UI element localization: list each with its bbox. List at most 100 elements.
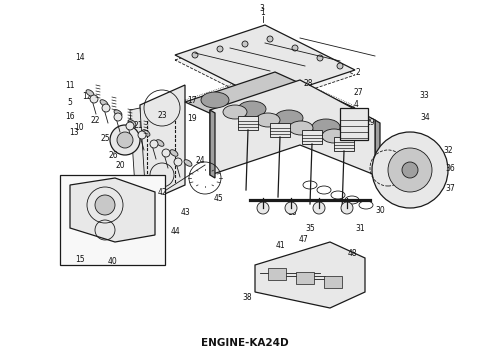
Circle shape [257,202,269,214]
Text: 41: 41 [275,240,285,249]
Bar [296,272,314,284]
Ellipse shape [238,101,266,117]
Text: 5: 5 [68,98,73,107]
Bar [60,175,165,265]
Ellipse shape [86,90,94,96]
Text: 2: 2 [356,68,360,77]
Text: 13: 13 [69,127,79,136]
Circle shape [285,202,297,214]
Text: 42: 42 [157,188,167,197]
Text: 33: 33 [419,90,429,99]
Text: ENGINE-KA24D: ENGINE-KA24D [201,338,289,348]
Ellipse shape [156,140,164,146]
Ellipse shape [322,129,346,143]
Text: 44: 44 [170,228,180,237]
Ellipse shape [114,110,122,116]
Text: 48: 48 [347,248,357,257]
Ellipse shape [142,130,150,136]
Text: 21: 21 [133,121,143,130]
Text: 36: 36 [445,163,455,172]
Polygon shape [130,108,145,187]
Text: 15: 15 [75,255,85,264]
Ellipse shape [128,120,136,126]
Bar [324,276,342,288]
Polygon shape [255,242,365,308]
Text: 26: 26 [108,150,118,159]
Polygon shape [210,80,375,175]
Text: 17: 17 [187,95,197,104]
Text: 18: 18 [287,207,297,216]
Text: 4: 4 [354,99,359,108]
Circle shape [372,132,448,208]
Text: 34: 34 [420,112,430,122]
Circle shape [267,36,273,42]
Text: 45: 45 [213,194,223,202]
Text: 32: 32 [443,145,453,154]
Ellipse shape [170,150,178,156]
Circle shape [174,158,182,166]
Circle shape [402,162,418,178]
Text: 40: 40 [107,257,117,266]
Circle shape [341,202,353,214]
Text: 12: 12 [82,91,92,100]
Bar [334,137,354,151]
Circle shape [117,132,133,148]
Bar [270,123,290,137]
Ellipse shape [201,92,229,108]
Text: 3: 3 [260,4,265,13]
Text: 19: 19 [187,113,197,122]
Polygon shape [185,72,355,138]
Circle shape [192,52,198,58]
Text: 1: 1 [261,8,266,17]
Text: 14: 14 [75,53,85,62]
Ellipse shape [256,113,280,127]
Text: 24: 24 [195,156,205,165]
Ellipse shape [312,119,340,135]
Text: 20: 20 [115,161,125,170]
Text: 31: 31 [355,224,365,233]
Ellipse shape [100,100,108,106]
Bar [302,130,322,144]
Text: 30: 30 [375,206,385,215]
Polygon shape [70,178,155,242]
Polygon shape [140,85,185,205]
Circle shape [162,149,170,157]
Ellipse shape [275,110,303,126]
Ellipse shape [223,105,247,119]
Text: 35: 35 [305,224,315,233]
Text: 22: 22 [90,116,100,125]
Text: 23: 23 [157,111,167,120]
Circle shape [150,140,158,148]
Polygon shape [210,110,215,178]
Text: 11: 11 [65,81,75,90]
Ellipse shape [289,121,313,135]
Text: 43: 43 [180,207,190,216]
Circle shape [126,122,134,130]
Circle shape [317,55,323,61]
Text: 27: 27 [353,87,363,96]
Text: 29: 29 [365,117,375,126]
Circle shape [388,148,432,192]
Text: 38: 38 [242,293,252,302]
Circle shape [114,113,122,121]
Text: 29: 29 [305,138,315,147]
Circle shape [95,195,115,215]
Bar [340,108,368,140]
Polygon shape [175,30,355,105]
Circle shape [337,63,343,69]
Circle shape [138,131,146,139]
Bar [238,116,258,130]
Text: 28: 28 [303,78,313,87]
Bar [268,268,286,280]
Text: 47: 47 [298,235,308,244]
Text: 10: 10 [74,122,84,131]
Circle shape [217,46,223,52]
Circle shape [110,125,140,155]
Circle shape [242,41,248,47]
Polygon shape [175,25,355,100]
Circle shape [90,95,98,103]
Circle shape [102,104,110,112]
Text: 37: 37 [445,184,455,193]
Polygon shape [375,120,380,178]
Ellipse shape [184,160,192,166]
